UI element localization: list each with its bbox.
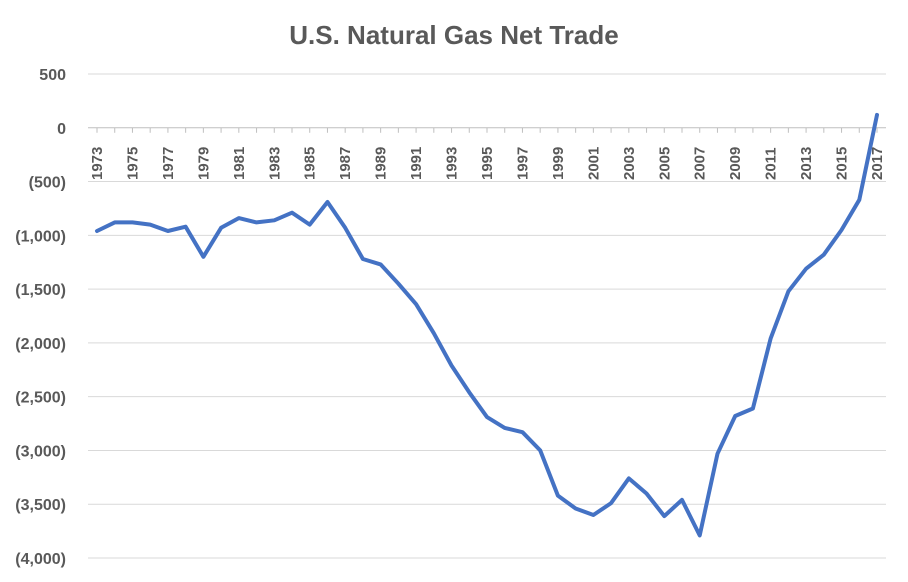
x-tick-label: 1973: [89, 147, 106, 180]
gridlines: [88, 73, 886, 559]
y-tick-label: (4,000): [15, 551, 66, 568]
x-tick-label: 1985: [302, 147, 319, 180]
x-tick-label: 2003: [621, 147, 638, 180]
y-tick-label: (2,000): [15, 336, 66, 353]
chart-title: U.S. Natural Gas Net Trade: [289, 20, 618, 50]
x-tick-label: 2001: [585, 147, 602, 180]
x-tick-label: 1995: [479, 147, 496, 180]
x-tick-label: 1981: [231, 147, 248, 180]
x-tick-label: 1997: [514, 147, 531, 180]
x-axis-tick-labels: 1973 1975 1977 1979 1981 1983 1985 1987 1989 1991…: [89, 147, 886, 180]
y-tick-label: (3,000): [15, 443, 66, 460]
y-tick-label: (1,500): [15, 282, 66, 299]
x-tick-label: 2005: [656, 147, 673, 180]
x-tick-label: 2009: [727, 147, 744, 180]
series-line: [95, 112, 879, 538]
y-tick-label: 0: [57, 121, 66, 138]
x-tick-label: 1977: [160, 147, 177, 180]
y-tick-label: (1,000): [15, 228, 66, 245]
x-tick-label: 2007: [692, 147, 709, 180]
x-tick-label: 1979: [195, 147, 212, 180]
x-tick-label: 1983: [266, 147, 283, 180]
y-axis-tick-labels: 500 0 (500) (1,000) (1,500) (2,000) (2,500) (3,…: [15, 67, 66, 568]
x-tick-label: 1991: [408, 147, 425, 180]
y-tick-label: (2,500): [15, 390, 66, 407]
x-tick-label: 1999: [550, 147, 567, 180]
x-tick-label: 2015: [834, 147, 851, 180]
series-layer: [95, 112, 879, 538]
x-tick-label: 1993: [444, 147, 461, 180]
y-tick-label: 500: [39, 67, 66, 84]
x-tick-label: 1989: [373, 147, 390, 180]
x-tick-label: 1975: [124, 147, 141, 180]
y-tick-label: (3,500): [15, 497, 66, 514]
x-axis: [88, 127, 886, 133]
x-tick-label: 2013: [798, 147, 815, 180]
y-tick-label: (500): [29, 175, 66, 192]
x-tick-label: 2017: [869, 147, 886, 180]
x-tick-label: 1987: [337, 147, 354, 180]
x-tick-label: 2011: [763, 147, 780, 180]
